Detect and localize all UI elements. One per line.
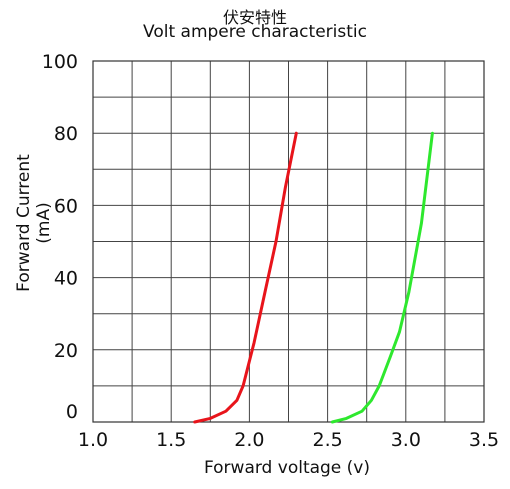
x-tick-labels: 1.0 1.5 2.0 2.5 3.0 3.5 — [78, 429, 499, 451]
y-tick-label: 100 — [42, 51, 78, 73]
x-tick-label: 3.0 — [391, 429, 421, 451]
x-tick-label: 2.0 — [234, 429, 264, 451]
series-line-2 — [330, 131, 434, 424]
x-tick-label: 2.5 — [312, 429, 342, 451]
x-axis-label: Forward voltage (v) — [203, 458, 370, 478]
y-tick-label: 60 — [54, 195, 78, 217]
y-tick-label: 80 — [54, 123, 78, 145]
y-axis-label: Forward Current (mA) — [14, 154, 54, 292]
series-group — [193, 131, 434, 424]
y-tick-label: 40 — [54, 268, 78, 290]
y-tick-label: 20 — [54, 340, 78, 362]
grid-lines — [93, 61, 484, 422]
x-tick-label: 1.0 — [78, 429, 108, 451]
plot-frame — [92, 60, 485, 423]
series-line-1 — [193, 131, 298, 424]
chart-title: 伏安特性 — [222, 8, 287, 27]
x-tick-label: 1.5 — [156, 429, 186, 451]
chart-subtitle: Volt ampere characteristic — [143, 22, 367, 42]
y-tick-label: 0 — [66, 401, 78, 423]
y-tick-labels: 0 20 40 60 80 100 — [42, 51, 78, 423]
x-tick-label: 3.5 — [469, 429, 499, 451]
